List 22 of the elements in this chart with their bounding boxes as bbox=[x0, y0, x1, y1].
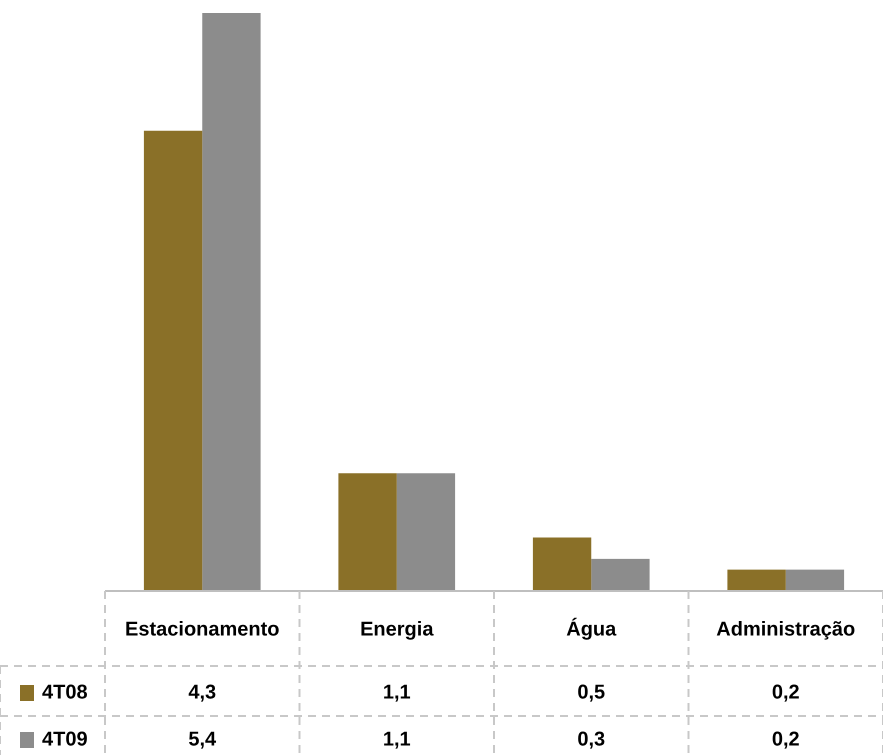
bar bbox=[338, 473, 397, 591]
data-label: 0,3 bbox=[577, 728, 606, 751]
bar bbox=[202, 13, 261, 591]
legend-label: 4T08 bbox=[42, 682, 88, 704]
x-tick-label: Estacionamento bbox=[125, 618, 280, 641]
x-tick-label: Energia bbox=[360, 618, 434, 641]
legend-label: 4T09 bbox=[42, 728, 88, 751]
bar bbox=[396, 473, 456, 591]
x-tick-label: Água bbox=[566, 618, 618, 641]
data-label: 4,3 bbox=[188, 682, 216, 704]
data-label: 1,1 bbox=[382, 728, 411, 751]
data-label: 0,2 bbox=[772, 682, 800, 704]
data-label: 0,5 bbox=[577, 682, 606, 704]
data-label: 0,2 bbox=[772, 728, 800, 751]
data-label: 1,1 bbox=[382, 682, 411, 704]
x-tick-label: Administração bbox=[716, 618, 856, 641]
bar bbox=[144, 130, 202, 591]
bar bbox=[727, 570, 786, 591]
bar bbox=[786, 570, 844, 591]
bar bbox=[532, 537, 592, 591]
data-label: 5,4 bbox=[188, 728, 218, 751]
bar bbox=[591, 558, 650, 591]
